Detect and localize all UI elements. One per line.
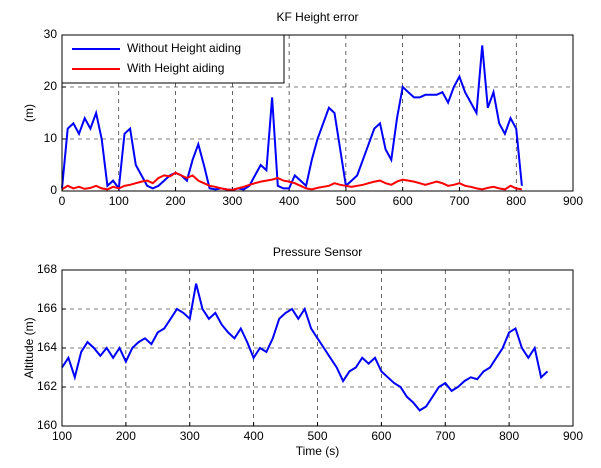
y-tick-label: 20	[44, 79, 58, 93]
x-tick-label: 200	[116, 429, 136, 443]
legend-label: With Height aiding	[127, 61, 224, 75]
axes-frame	[61, 34, 574, 192]
x-tick-label: 400	[279, 194, 299, 208]
x-tick-label: 300	[222, 194, 242, 208]
data-line	[61, 171, 523, 192]
x-tick-label: 800	[499, 429, 519, 443]
data-line	[61, 283, 549, 412]
x-tick-label: 800	[506, 194, 526, 208]
x-axis-label: Time (s)	[296, 444, 340, 458]
x-tick-label: 700	[449, 194, 469, 208]
y-tick-label: 10	[44, 131, 58, 145]
x-tick-label: 100	[52, 429, 72, 443]
y-tick-label: 168	[37, 262, 57, 276]
y-axis-label: Altitude (m)	[22, 317, 36, 378]
x-tick-label: 300	[180, 429, 200, 443]
x-tick-label: 400	[244, 429, 264, 443]
chart-title: Pressure Sensor	[273, 245, 362, 259]
x-tick-label: 500	[307, 429, 327, 443]
y-axis-label: (m)	[22, 104, 36, 122]
axes-frame	[61, 269, 574, 427]
x-tick-label: 500	[336, 194, 356, 208]
y-tick-label: 160	[37, 418, 57, 432]
y-tick-label: 164	[37, 340, 57, 354]
chart-title: KF Height error	[276, 10, 358, 24]
legend	[61, 34, 285, 84]
y-tick-label: 0	[50, 183, 57, 197]
y-tick-label: 166	[37, 301, 57, 315]
x-tick-label: 700	[435, 429, 455, 443]
x-tick-label: 900	[563, 194, 583, 208]
x-tick-label: 0	[59, 194, 66, 208]
x-tick-label: 600	[393, 194, 413, 208]
x-tick-label: 600	[371, 429, 391, 443]
x-tick-label: 900	[563, 429, 583, 443]
y-tick-label: 30	[44, 27, 58, 41]
x-tick-label: 100	[109, 194, 129, 208]
x-tick-label: 200	[166, 194, 186, 208]
y-tick-label: 162	[37, 379, 57, 393]
legend-label: Without Height aiding	[127, 41, 241, 55]
